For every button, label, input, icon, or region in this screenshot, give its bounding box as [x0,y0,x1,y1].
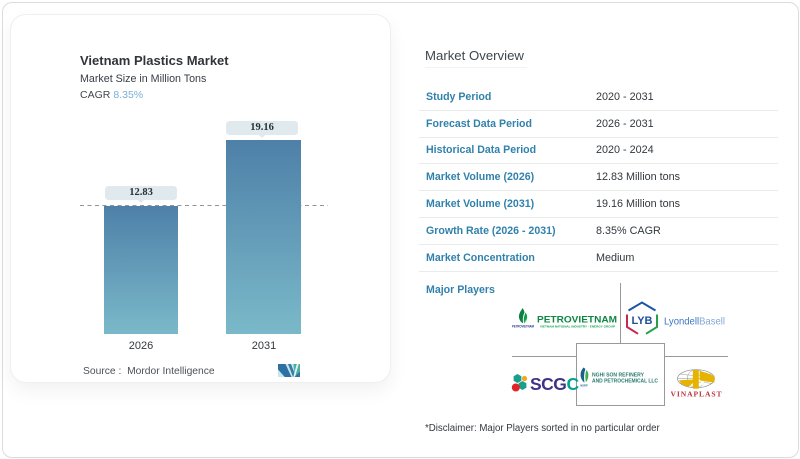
svg-text:LYB: LYB [632,315,653,327]
svg-text:NGHI SON REFINERY: NGHI SON REFINERY [592,373,644,379]
svg-text:VINAPLAST: VINAPLAST [671,389,722,398]
svg-text:LyondellBasell: LyondellBasell [664,317,725,328]
svg-text:NSRP: NSRP [580,384,587,388]
svg-text:SCGC: SCGC [530,374,579,394]
svg-text:AND PETROCHEMICAL LLC: AND PETROCHEMICAL LLC [592,379,658,385]
svg-text:PETROVIETNAM: PETROVIETNAM [537,315,617,325]
svg-text:PETROVIETNAM: PETROVIETNAM [512,325,534,329]
svg-text:VIETNAM NATIONAL INDUSTRY - EN: VIETNAM NATIONAL INDUSTRY - ENERGY GROUP [540,324,615,328]
